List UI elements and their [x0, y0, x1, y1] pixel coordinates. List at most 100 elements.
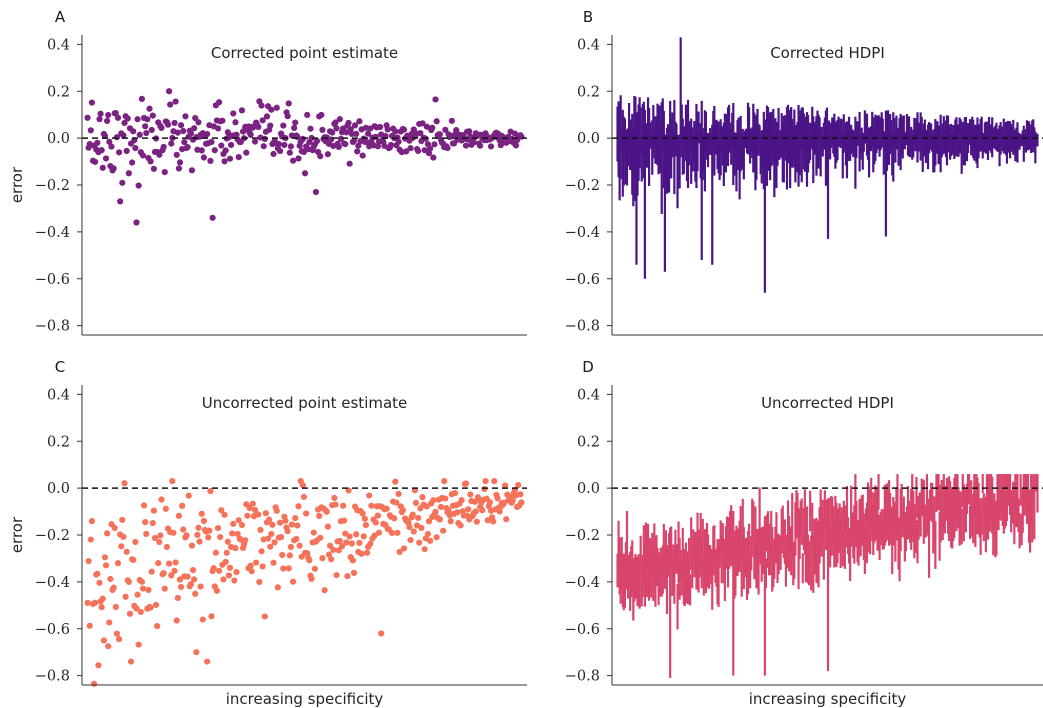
data-point: [161, 169, 168, 176]
data-point: [304, 111, 311, 118]
data-point: [212, 549, 219, 556]
data-point: [333, 571, 340, 579]
data-point: [304, 550, 311, 557]
data-point: [284, 113, 291, 120]
data-point: [432, 96, 439, 103]
data-point: [151, 534, 159, 542]
data-point: [517, 491, 524, 498]
data-point: [325, 551, 333, 558]
data-point: [158, 124, 165, 131]
data-point: [248, 568, 255, 575]
data-point: [308, 575, 315, 582]
data-point: [409, 511, 416, 518]
data-point: [346, 533, 353, 540]
data-point: [452, 490, 459, 497]
panel-title: Uncorrected point estimate: [202, 394, 408, 412]
data-point: [267, 543, 274, 550]
data-point: [187, 581, 194, 588]
data-point: [114, 114, 122, 121]
data-point: [467, 491, 474, 498]
data-point: [359, 152, 366, 159]
data-point: [400, 126, 408, 133]
data-point: [477, 142, 484, 149]
data-point: [415, 147, 422, 155]
data-point: [267, 122, 274, 129]
y-tick-label: −0.6: [565, 272, 600, 288]
data-point: [242, 537, 249, 544]
data-point: [368, 502, 375, 509]
data-point: [213, 587, 221, 594]
y-tick-label: −0.4: [565, 225, 600, 241]
y-tick-label: −0.4: [35, 575, 70, 591]
data-point: [235, 517, 242, 524]
data-point: [224, 538, 231, 545]
data-point: [157, 532, 164, 539]
data-point: [441, 477, 448, 485]
data-point: [117, 198, 124, 205]
data-point: [187, 130, 194, 137]
data-point: [355, 142, 362, 149]
data-point: [99, 595, 106, 602]
data-point: [166, 560, 173, 567]
data-point: [515, 481, 522, 489]
data-point: [121, 480, 128, 487]
data-point: [349, 557, 356, 564]
data-point: [421, 546, 428, 553]
panel-letter: B: [583, 8, 593, 26]
data-point: [188, 167, 196, 174]
data-point: [447, 518, 454, 525]
data-point: [142, 519, 149, 526]
data-point: [340, 502, 347, 509]
panel-title: Uncorrected HDPI: [761, 394, 894, 412]
data-point: [247, 562, 254, 569]
data-point: [292, 515, 299, 522]
data-point: [135, 182, 142, 189]
data-point: [360, 533, 367, 540]
data-point: [347, 126, 354, 133]
data-point: [509, 497, 516, 504]
data-point: [195, 119, 202, 126]
panel-d: D 0.4 0.2 0.0 −0.2 −0.4 −0.6 −0.8 Uncorrected HD…: [565, 358, 1043, 708]
data-point: [367, 540, 374, 547]
data-point: [233, 568, 240, 576]
data-point: [295, 503, 302, 510]
data-point: [143, 129, 150, 137]
data-point: [388, 529, 396, 536]
data-point: [98, 147, 105, 154]
data-point: [496, 508, 503, 515]
data-point: [344, 573, 351, 580]
data-point: [152, 601, 160, 609]
data-point: [354, 148, 361, 155]
data-point: [278, 534, 285, 541]
data-point: [216, 99, 223, 106]
data-point: [258, 102, 265, 109]
data-point: [197, 583, 204, 590]
data-point: [234, 530, 241, 538]
data-point: [424, 530, 432, 538]
data-point: [403, 148, 410, 155]
data-point: [104, 530, 111, 537]
data-point: [102, 562, 110, 569]
data-point: [222, 558, 229, 566]
y-tick-label: 0.2: [577, 84, 600, 100]
y-tick-label: 0.0: [577, 481, 600, 497]
data-point: [303, 510, 310, 517]
data-point: [279, 551, 286, 559]
data-point: [135, 641, 142, 648]
data-point: [150, 165, 157, 172]
y-tick-label: −0.6: [565, 622, 600, 638]
data-point: [105, 111, 112, 119]
data-point: [130, 556, 137, 563]
data-point: [436, 516, 443, 523]
data-point: [129, 159, 136, 166]
data-point: [417, 130, 424, 137]
data-point: [214, 524, 222, 532]
data-point: [99, 164, 106, 171]
y-tick-label: 0.2: [577, 434, 600, 450]
data-point: [125, 578, 132, 585]
data-point: [518, 499, 525, 506]
data-point: [138, 95, 146, 102]
data-point: [122, 593, 129, 600]
data-point: [406, 523, 413, 531]
data-point: [194, 531, 201, 539]
